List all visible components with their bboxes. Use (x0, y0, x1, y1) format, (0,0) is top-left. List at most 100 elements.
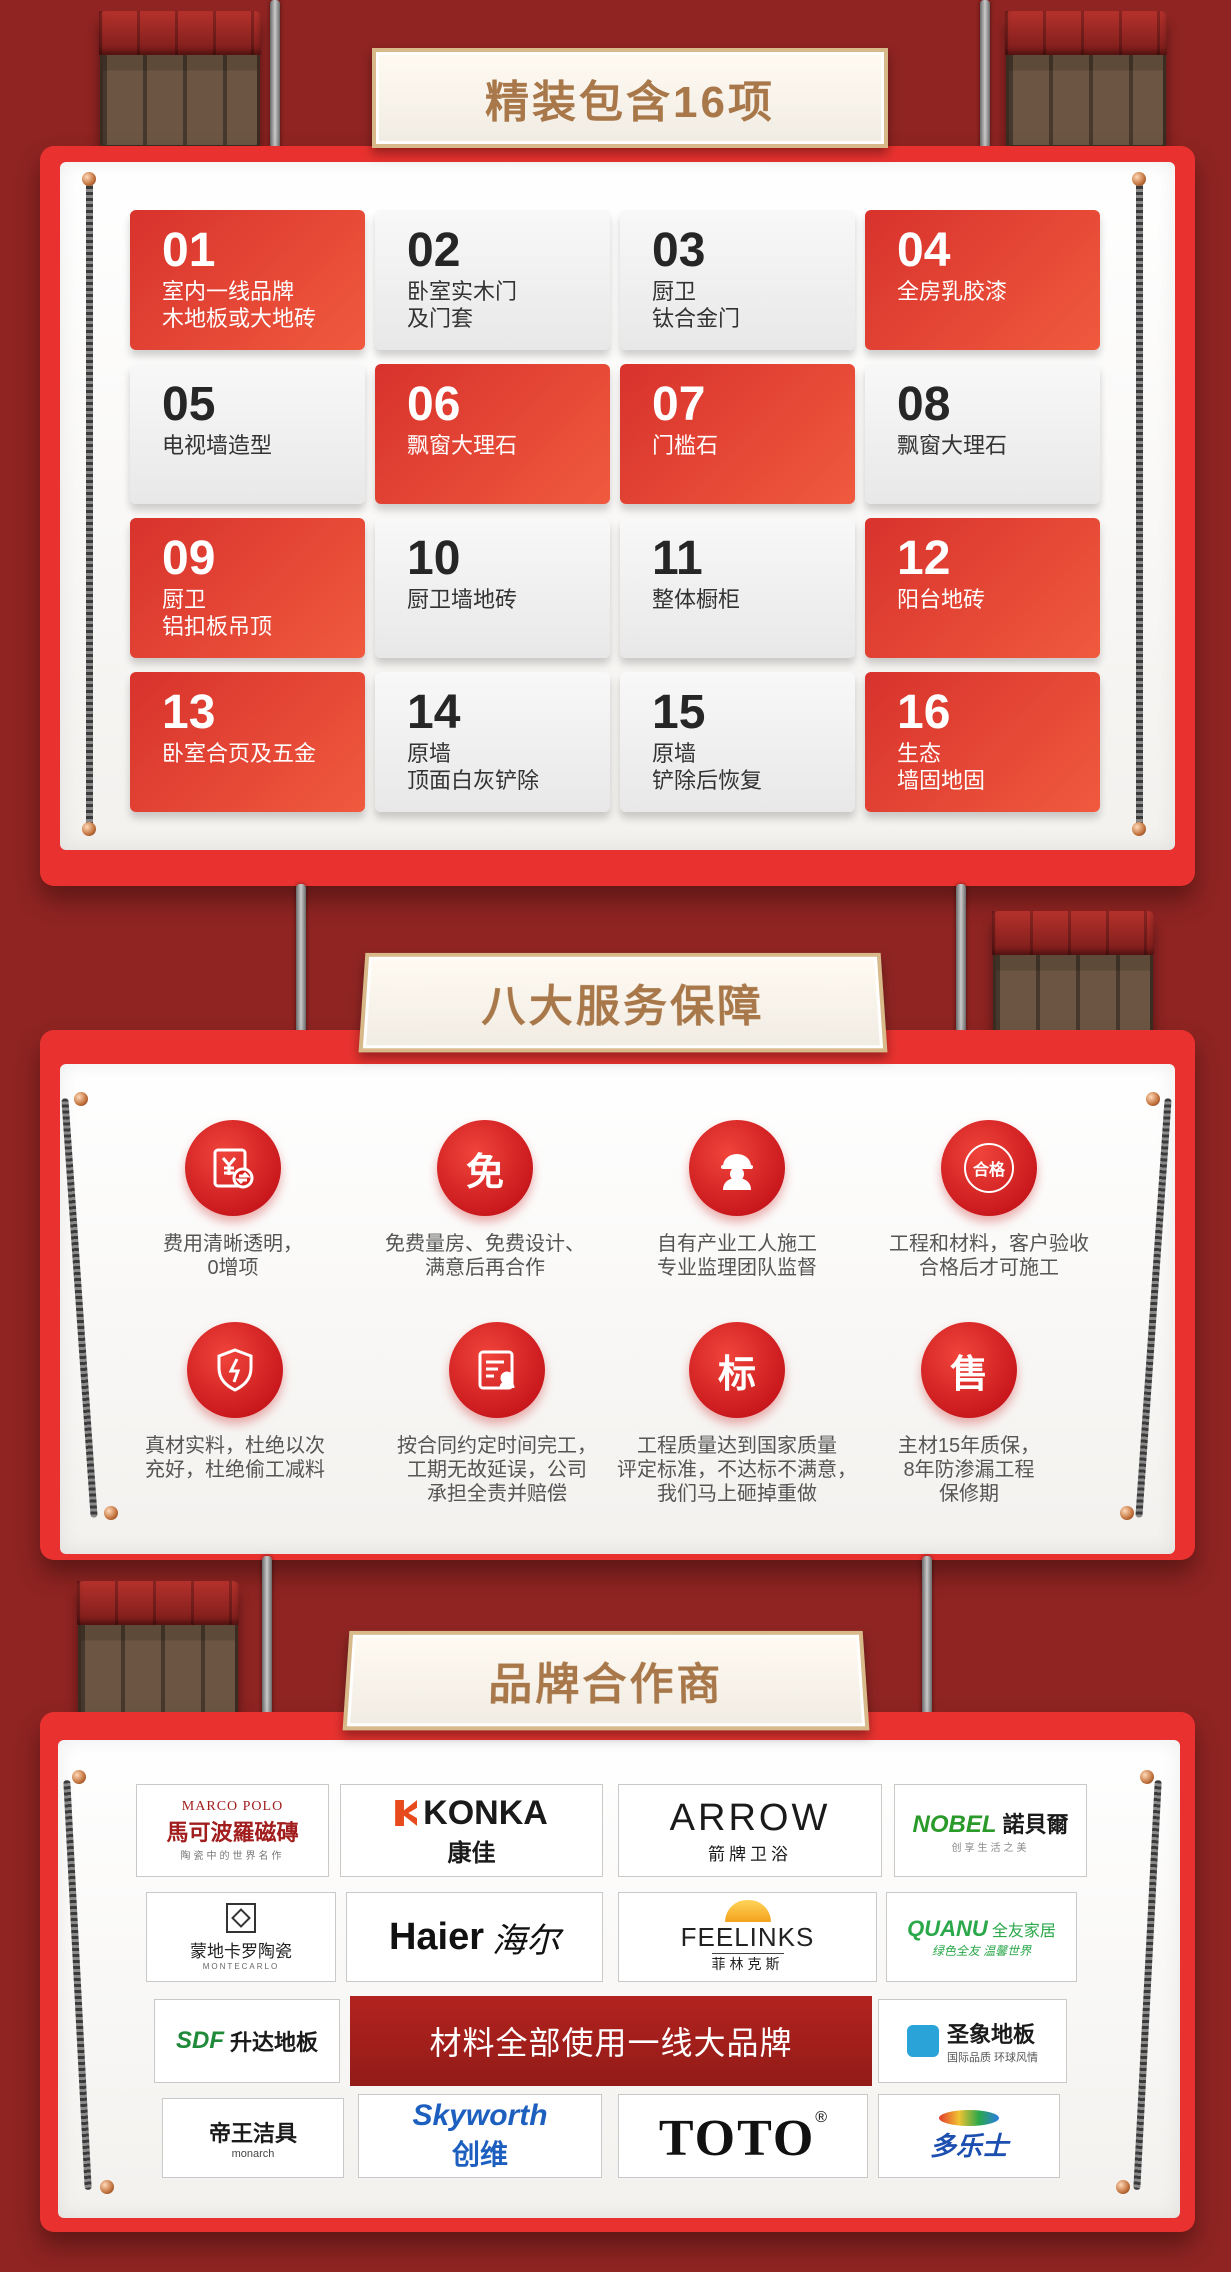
service-description-line: 合格后才可施工 (919, 1257, 1059, 1279)
qualified-seal-icon: 合格 (941, 1120, 1037, 1216)
item-tile: 16 生态 墙固地固 (865, 672, 1100, 812)
item-line-2: 钛合金门 (652, 306, 741, 331)
skyworth-en: Skyworth (412, 2099, 548, 2132)
item-tile: 09 厨卫 铝扣板吊顶 (130, 518, 365, 658)
service-item: 真材实料，杜绝以次 充好，杜绝偷工减料 (110, 1322, 360, 1482)
service-item: 按合同约定时间完工， 工期无故延误，公司 承担全责并赔偿 (372, 1322, 622, 1506)
crate-decoration (99, 11, 261, 148)
service-description: 工程和材料，客户验收 合格后才可施工 (864, 1232, 1114, 1280)
pole (262, 1556, 272, 1726)
brand-logo-marcopolo: MARCO POLO 馬可波羅磁磚 陶瓷中的世界名作 (136, 1784, 329, 1877)
chain (86, 180, 93, 830)
service-description-line: 承担全责并赔偿 (427, 1483, 567, 1505)
rivet (1132, 822, 1146, 836)
section-title-text: 精装包含16项 (485, 78, 775, 127)
chain (1136, 180, 1143, 830)
quanu-sub: 绿色全友 温馨世界 (931, 1943, 1032, 1958)
konka-cn: 康佳 (447, 1839, 496, 1867)
item-line-2: 木地板或大地砖 (162, 306, 317, 331)
pole (980, 0, 990, 150)
item-number: 03 (652, 224, 706, 277)
brand-logo-skyworth: Skyworth 创维 (358, 2094, 602, 2178)
shengxiang-sub: 国际品质 环球风情 (946, 2052, 1039, 2064)
brand-logo-toto: TOTO ® (618, 2094, 868, 2178)
crate-decoration (992, 911, 1154, 1048)
aftersale-icon: 售 (921, 1322, 1017, 1418)
feelinks-cn: 菲林克斯 (711, 1953, 784, 1974)
service-description: 工程质量达到国家质量 评定标准，不达标不满意， 我们马上砸掉重做 (612, 1434, 862, 1506)
service-description: 费用清晰透明， 0增项 (108, 1232, 358, 1280)
item-line-1: 厨卫 (652, 279, 697, 304)
item-line-1: 厨卫墙地砖 (407, 587, 518, 612)
skyworth-cn: 创维 (451, 2139, 508, 2170)
service-description-line: 我们马上砸掉重做 (657, 1483, 817, 1505)
service-item: 自有产业工人施工 专业监理团队监督 (612, 1120, 862, 1280)
item-tile: 12 阳台地砖 (865, 518, 1100, 658)
rivet (82, 172, 96, 186)
arrow-cn: 箭牌卫浴 (708, 1844, 792, 1864)
montecarlo-cn: 蒙地卡罗陶瓷 (190, 1942, 292, 1961)
marcopolo-en: MARCO POLO (181, 1799, 284, 1814)
monarch-cn: 帝王洁具 (208, 2121, 297, 2146)
brand-logo-feelinks: FEELINKS 菲林克斯 (618, 1892, 877, 1982)
feelinks-en: FEELINKS (680, 1922, 815, 1952)
item-line-1: 全房乳胶漆 (897, 279, 1008, 304)
service-description: 免费量房、免费设计、 满意后再合作 (360, 1232, 610, 1280)
item-tile: 03 厨卫 钛合金门 (620, 210, 855, 350)
service-description-line: 充好，杜绝偷工减料 (145, 1459, 325, 1481)
item-number: 05 (162, 378, 216, 431)
service-icon-glyph: 免 (465, 1151, 504, 1194)
section-title-services: 八大服务保障 (358, 952, 888, 1053)
pole (922, 1556, 932, 1726)
service-description: 真材实料，杜绝以次 充好，杜绝偷工减料 (110, 1434, 360, 1482)
item-number: 11 (652, 532, 703, 585)
brands-banner-text: 材料全部使用一线大品牌 (429, 2025, 793, 2061)
item-line-1: 原墙 (652, 741, 697, 766)
toto-mark: ® (815, 2109, 828, 2126)
item-number: 09 (162, 532, 216, 585)
shengxiang-cn: 圣象地板 (946, 2022, 1035, 2047)
service-description: 主材15年质保， 8年防渗漏工程 保修期 (844, 1434, 1094, 1506)
brand-logo-monarch: 帝王洁具 monarch (162, 2098, 344, 2178)
crate-decoration (1005, 11, 1167, 148)
service-description-line: 工程和材料，客户验收 (889, 1233, 1089, 1255)
brand-logo-konka: KONKA 康佳 (340, 1784, 603, 1877)
rivet (1120, 1506, 1134, 1520)
service-description-line: 费用清晰透明， (163, 1233, 303, 1255)
item-tile: 14 原墙 顶面白灰铲除 (375, 672, 610, 812)
toto-en: TOTO (658, 2110, 816, 2167)
brand-logo-sdf: SDF 升达地板 (154, 1999, 340, 2083)
service-description-line: 自有产业工人施工 (657, 1233, 817, 1255)
brand-logo-montecarlo: 蒙地卡罗陶瓷 MONTECARLO (146, 1892, 336, 1982)
brand-logo-arrow: ARROW 箭牌卫浴 (618, 1784, 882, 1877)
konka-en: KONKA (423, 1793, 548, 1832)
free-icon: 免 (437, 1120, 533, 1216)
item-number: 15 (652, 686, 706, 739)
brand-logo-haier: Haier 海尔 (346, 1892, 603, 1982)
quanu-cn: 全友家居 (991, 1922, 1056, 1940)
monarch-sub: monarch (231, 2148, 275, 2160)
item-line-1: 原墙 (407, 741, 452, 766)
service-description-line: 保修期 (939, 1483, 999, 1505)
service-item: 标工程质量达到国家质量 评定标准，不达标不满意， 我们马上砸掉重做 (612, 1322, 862, 1506)
arrow-en: ARROW (669, 1796, 831, 1839)
service-icon-glyph: 售 (949, 1353, 988, 1396)
marcopolo-sub: 陶瓷中的世界名作 (180, 1851, 285, 1862)
service-description-line: 真材实料，杜绝以次 (145, 1435, 325, 1457)
sunrise-icon (724, 1900, 771, 1922)
rivet (1146, 1092, 1160, 1106)
service-description-line: 工程质量达到国家质量 (637, 1435, 837, 1457)
item-line-1: 卧室合页及五金 (162, 741, 317, 766)
rivet (100, 2180, 114, 2194)
worker-icon (689, 1120, 785, 1216)
item-line-1: 整体橱柜 (652, 587, 741, 612)
nobel-sub: 创享生活之美 (951, 1843, 1030, 1854)
brand-logo-duoleshi: 多乐士 (878, 2094, 1060, 2178)
pole (956, 884, 966, 1044)
rivet (82, 822, 96, 836)
sdf-cn: 升达地板 (229, 2030, 318, 2055)
item-line-1: 电视墙造型 (162, 433, 273, 458)
brands-banner: 材料全部使用一线大品牌 (350, 1996, 872, 2086)
item-tile: 05 电视墙造型 (130, 364, 365, 504)
service-description-line: 8年防渗漏工程 (903, 1459, 1035, 1481)
